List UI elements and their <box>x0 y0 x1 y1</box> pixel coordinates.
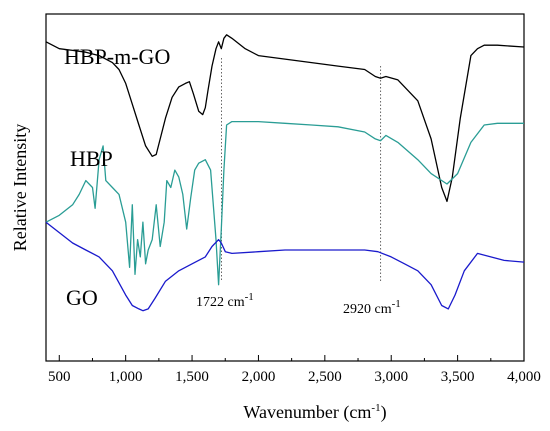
series-label-hbp-m-go: HBP-m-GO <box>64 44 170 69</box>
x-tick-label-2000: 2,000 <box>242 369 276 385</box>
series-line-go <box>45 221 525 312</box>
annotation-labels: 1722 cm-1 2920 cm-1 <box>196 291 401 317</box>
plot-frame <box>45 13 525 362</box>
annotation-lines <box>221 58 382 282</box>
x-tick-label-1500: 1,500 <box>175 369 209 385</box>
x-tick-label-500: 500 <box>48 369 71 385</box>
x-axis-ticks <box>58 355 525 361</box>
x-tick-label-4000: 4,000 <box>507 369 541 385</box>
x-tick-label-3500: 3,500 <box>441 369 475 385</box>
annotation-label-2920: 2920 cm-1 <box>343 298 401 317</box>
series-line-hbp-m-go <box>45 34 525 203</box>
series-lines <box>45 34 525 312</box>
series-labels: HBP-m-GO HBP GO <box>64 44 170 310</box>
x-axis-label: Wavenumber (cm-1) <box>243 402 386 423</box>
plot-border <box>45 13 525 362</box>
annotation-label-1722: 1722 cm-1 <box>196 291 254 310</box>
series-line-hbp <box>45 120 524 286</box>
x-tick-label-2500: 2,500 <box>308 369 342 385</box>
series-label-hbp: HBP <box>70 146 113 171</box>
series-label-go: GO <box>66 285 98 310</box>
x-tick-label-3000: 3,000 <box>374 369 408 385</box>
x-tick-label-1000: 1,000 <box>109 369 143 385</box>
axis-labels: Wavenumber (cm-1) Relative Intensity <box>10 124 387 423</box>
y-axis-label: Relative Intensity <box>10 124 30 251</box>
x-axis-tick-labels: 500 1,000 1,500 2,000 2,500 3,000 3,500 4,000 <box>48 369 541 385</box>
